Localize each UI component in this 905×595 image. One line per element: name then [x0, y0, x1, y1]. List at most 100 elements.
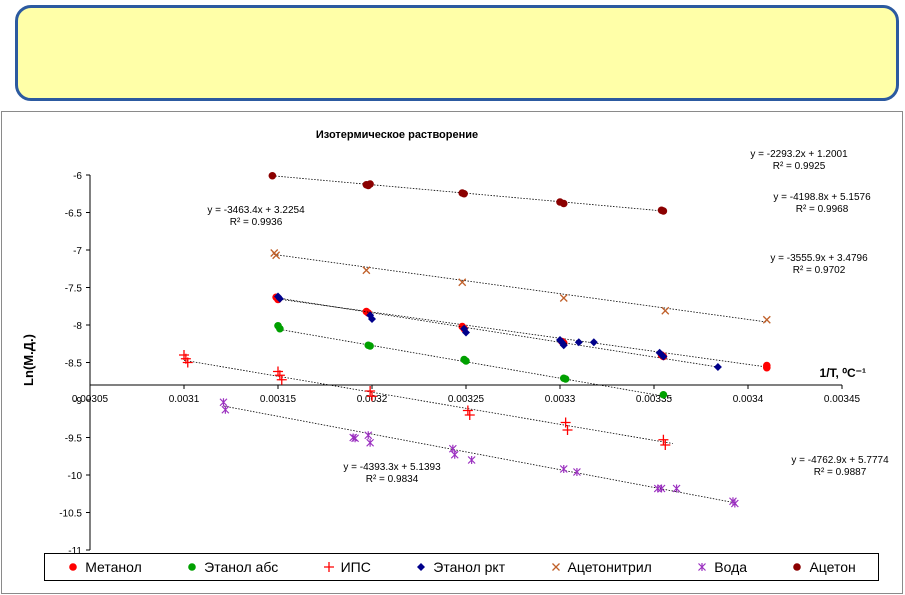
series-6: [219, 398, 739, 508]
data-point: [661, 306, 670, 315]
data-point: [559, 199, 568, 208]
series-3: [179, 350, 673, 450]
legend-item: Этанол ркт: [415, 559, 505, 575]
equation-5-line2: R² = 0.9887: [814, 467, 867, 478]
legend-label: Ацетонитрил: [567, 559, 652, 575]
data-point: [559, 465, 568, 473]
y-tick-label: -9.5: [65, 434, 83, 445]
equation-6-line2: R² = 0.9834: [366, 474, 419, 485]
legend-label: Этанол абс: [204, 559, 279, 575]
x-tick-label: 0.0034: [733, 394, 764, 405]
data-point: [364, 431, 373, 440]
data-point: [274, 370, 285, 381]
data-point: [367, 391, 377, 402]
y-tick-label: -9: [73, 396, 82, 407]
legend-marker-icon: [793, 563, 802, 571]
x-axis-label: 1/T, ⁰C⁻¹: [820, 366, 866, 380]
data-point: [362, 266, 371, 275]
data-point: [713, 363, 722, 371]
data-point: [276, 374, 287, 385]
data-point: [559, 294, 568, 302]
legend-item: Ацетон: [791, 559, 856, 575]
data-point: [562, 425, 573, 435]
data-point: [268, 171, 277, 180]
data-point: [561, 375, 570, 383]
data-point: [221, 405, 230, 414]
legend-marker: [698, 563, 707, 571]
data-point: [659, 352, 668, 361]
data-point: [460, 189, 468, 198]
legend-marker-icon: [323, 562, 334, 572]
y-tick-label: -6.5: [65, 209, 83, 220]
y-tick-label: -10: [68, 471, 83, 482]
slide-title-box: [15, 5, 899, 101]
x-tick-label: 0.00335: [636, 394, 673, 405]
legend-label: Этанол ркт: [433, 559, 506, 575]
equation-1-line2: R² = 0.9925: [773, 161, 826, 172]
data-point: [660, 440, 671, 450]
data-point: [366, 180, 374, 188]
equation-1-line1: y = -2293.2x + 1.2001: [750, 149, 848, 160]
equation-4-line2: R² = 0.9702: [793, 265, 846, 276]
y-tick-label: -6: [73, 171, 82, 182]
legend-marker-icon: [417, 563, 426, 571]
data-point: [368, 315, 376, 323]
plot-layer: -6 -6.5 -7 -7.5 -8 -8.5 -9 -9.5 -10 -10.5 -11 0.003…: [59, 171, 860, 557]
data-point: [276, 324, 284, 333]
y-axis-label: Ln(М.Д.): [21, 334, 36, 386]
data-point: [560, 417, 571, 428]
series-7: [268, 171, 668, 215]
trendline: [183, 359, 673, 444]
trendline-equations: y = -2293.2x + 1.2001 R² = 0.9925 y = -4…: [207, 149, 889, 485]
trendline: [279, 329, 673, 399]
legend-marker-icon: [551, 563, 560, 571]
data-point: [366, 342, 374, 350]
data-point: [365, 386, 376, 396]
data-point: [574, 338, 583, 347]
y-tick-label: -10.5: [59, 509, 82, 520]
data-point: [559, 341, 568, 350]
data-point: [659, 390, 668, 399]
data-point: [672, 484, 681, 493]
data-point: [366, 438, 375, 447]
legend-item: Метанол: [67, 559, 142, 575]
equation-3-line1: y = -3463.4x + 3.2254: [207, 205, 305, 216]
data-point: [653, 484, 662, 493]
series-2: [274, 321, 673, 399]
data-point: [589, 338, 598, 347]
legend-marker: [793, 563, 802, 571]
legend-marker: [551, 563, 560, 571]
data-point: [572, 468, 581, 476]
data-point: [659, 207, 668, 215]
data-point: [657, 484, 666, 493]
equation-3-line2: R² = 0.9936: [230, 217, 283, 228]
series-1: [272, 293, 771, 372]
equation-5-line1: y = -4762.9x + 5.7774: [791, 455, 889, 466]
legend-label: ИПС: [340, 559, 371, 575]
legend-item: Вода: [696, 559, 747, 575]
data-point: [658, 434, 669, 445]
legend-marker-icon: [188, 563, 196, 571]
data-point: [219, 398, 228, 407]
legend-marker-icon: [698, 563, 707, 571]
equation-6-line1: y = -4393.3x + 5.1393: [343, 462, 441, 473]
legend-label: Вода: [714, 559, 748, 575]
data-point: [462, 357, 470, 365]
data-point: [462, 405, 473, 416]
legend-marker: [188, 563, 196, 571]
x-tick-label: 0.0031: [169, 394, 200, 405]
data-point: [762, 315, 771, 324]
equation-2-line1: y = -4198.8x + 5.1576: [773, 192, 871, 203]
trendline: [274, 254, 767, 323]
x-tick-label: 0.0033: [545, 394, 576, 405]
y-tick-label: -11: [68, 546, 82, 557]
data-point: [467, 456, 476, 464]
x-tick-label: 0.00345: [824, 394, 861, 405]
data-point: [462, 328, 470, 337]
data-point: [450, 450, 459, 459]
trendline: [277, 297, 718, 368]
legend-marker: [69, 563, 78, 571]
y-tick-label: -7: [73, 246, 82, 257]
legend-marker-icon: [69, 563, 78, 571]
